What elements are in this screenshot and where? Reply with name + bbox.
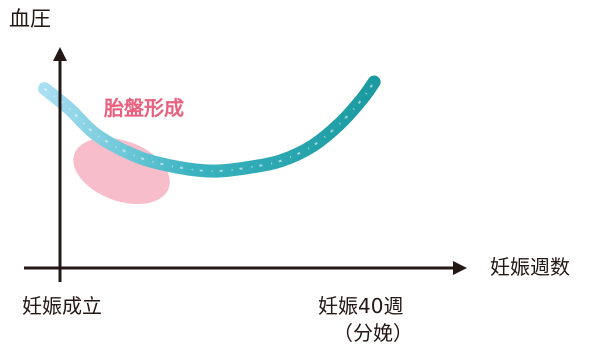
y-axis-arrowhead: [53, 47, 67, 61]
x-tick-label-conception: 妊娠成立: [22, 294, 102, 318]
placenta-formation-region-layer: [73, 137, 170, 205]
blood-pressure-curve: [38, 75, 381, 178]
x-axis-arrowhead: [453, 261, 467, 275]
x-tick-label-week-40: 妊娠40週: [318, 294, 404, 318]
placenta-formation-label: 胎盤形成: [104, 96, 184, 120]
x-axis-label: 妊娠週数: [490, 255, 570, 279]
y-axis-label: 血圧: [9, 7, 51, 31]
blood-pressure-curve-layer: [38, 75, 381, 178]
x-tick-sublabel-delivery: （分娩）: [333, 321, 413, 345]
placenta-formation-ellipse: [73, 137, 170, 205]
